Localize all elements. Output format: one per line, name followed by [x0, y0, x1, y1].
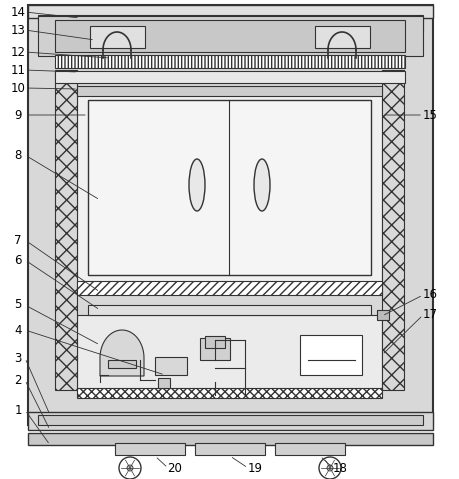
Bar	[377, 310, 389, 320]
Text: 16: 16	[422, 288, 437, 301]
Text: 20: 20	[168, 461, 182, 475]
Circle shape	[327, 465, 333, 471]
Text: 13: 13	[11, 23, 25, 36]
Text: 10: 10	[11, 81, 25, 94]
Bar	[77, 86, 382, 96]
Text: 7: 7	[14, 233, 22, 247]
Bar	[28, 5, 433, 18]
Bar	[77, 95, 382, 285]
Text: 9: 9	[14, 109, 22, 122]
Bar	[28, 5, 433, 425]
Text: 11: 11	[11, 64, 26, 77]
Bar	[77, 388, 382, 398]
Bar	[205, 336, 225, 348]
Bar	[55, 20, 405, 52]
Bar	[55, 55, 405, 68]
Bar	[38, 16, 423, 56]
Polygon shape	[100, 330, 144, 376]
Text: 2: 2	[14, 374, 22, 387]
Bar	[200, 338, 230, 360]
Text: 8: 8	[14, 148, 22, 161]
Bar	[28, 433, 433, 445]
Text: 1: 1	[14, 403, 22, 417]
Bar	[55, 70, 77, 390]
Bar	[77, 315, 382, 390]
Bar	[55, 71, 405, 83]
Bar	[38, 415, 423, 425]
Bar	[115, 443, 185, 455]
Text: 3: 3	[14, 352, 22, 365]
Bar	[77, 281, 382, 295]
Bar	[300, 335, 362, 375]
Bar	[108, 360, 136, 368]
Text: 18: 18	[333, 461, 347, 475]
Circle shape	[127, 465, 133, 471]
Text: 15: 15	[423, 109, 437, 122]
Text: 4: 4	[14, 323, 22, 337]
Bar	[275, 443, 345, 455]
Circle shape	[119, 457, 141, 479]
Bar	[90, 26, 145, 48]
Text: 6: 6	[14, 253, 22, 266]
Bar	[158, 378, 170, 388]
Bar	[382, 70, 404, 390]
Text: 17: 17	[422, 308, 437, 321]
Ellipse shape	[254, 159, 270, 211]
Text: 14: 14	[11, 5, 26, 19]
Text: 12: 12	[11, 46, 26, 58]
Bar	[315, 26, 370, 48]
Bar	[155, 357, 187, 375]
Bar	[38, 15, 423, 32]
Bar	[88, 100, 371, 275]
Text: 19: 19	[247, 461, 263, 475]
Ellipse shape	[189, 159, 205, 211]
Bar	[28, 412, 433, 430]
Text: 5: 5	[14, 298, 22, 311]
Bar	[195, 443, 265, 455]
Bar	[88, 305, 371, 315]
Circle shape	[319, 457, 341, 479]
